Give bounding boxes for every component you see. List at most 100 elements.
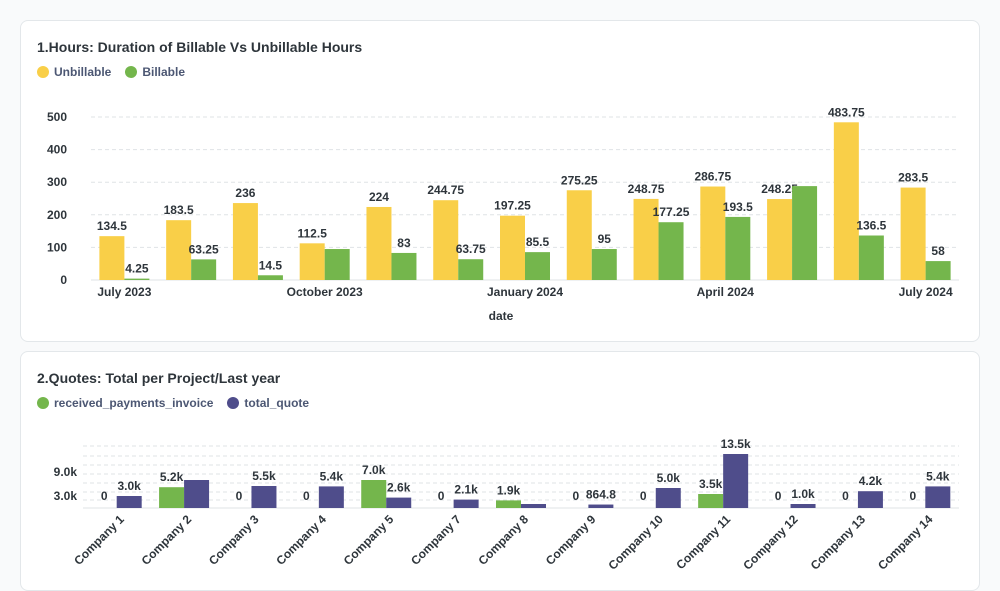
bar-unbillable[interactable] <box>232 203 258 280</box>
bar-billable[interactable] <box>858 235 884 280</box>
bar-billable[interactable] <box>658 222 684 280</box>
data-label-received-payments: 0 <box>101 489 108 503</box>
bar-billable[interactable] <box>257 275 283 280</box>
bar-billable[interactable] <box>725 216 751 280</box>
bar-received-payments[interactable] <box>159 487 185 508</box>
hours-chart-card: 1.Hours: Duration of Billable Vs Unbilla… <box>20 20 980 342</box>
data-label-total-quote: 5.4k <box>926 469 950 483</box>
bar-total-quote[interactable] <box>790 504 816 508</box>
data-label-total-quote: 2.1k <box>454 483 478 497</box>
bar-total-quote[interactable] <box>857 491 883 508</box>
x-tick-label: Company 13 <box>808 512 869 573</box>
bar-total-quote[interactable] <box>318 486 344 508</box>
bar-billable[interactable] <box>792 186 818 280</box>
bar-total-quote[interactable] <box>116 496 142 508</box>
bar-unbillable[interactable] <box>500 215 525 280</box>
data-label-received-payments: 0 <box>573 489 580 503</box>
x-tick-label: Company 8 <box>475 512 531 568</box>
legend-received-payments[interactable]: received_payments_invoice <box>37 396 213 410</box>
x-tick-label: Company 4 <box>273 512 329 568</box>
x-tick-label: October 2023 <box>287 285 363 299</box>
data-label-unbillable: 286.75 <box>694 170 731 184</box>
bar-billable[interactable] <box>124 278 150 280</box>
legend-label-unbillable: Unbillable <box>54 65 112 79</box>
bar-billable[interactable] <box>324 249 350 280</box>
data-label-unbillable: 183.5 <box>164 203 194 217</box>
bar-billable[interactable] <box>191 259 217 280</box>
x-tick-label: Company 7 <box>408 512 464 568</box>
data-label-unbillable: 248.75 <box>628 182 665 196</box>
bar-total-quote[interactable] <box>251 486 277 508</box>
x-tick-label: January 2024 <box>487 285 563 299</box>
bar-billable[interactable] <box>458 259 484 280</box>
x-tick-label: July 2023 <box>97 285 151 299</box>
data-label-unbillable: 112.5 <box>298 226 328 240</box>
bar-received-payments[interactable] <box>361 480 387 508</box>
data-label-unbillable: 224 <box>369 190 389 204</box>
hours-chart-plot: 0 100 200 300 400 500 134.5 4.25 183.5 63.25 236 14… <box>47 105 959 323</box>
legend-total-quote[interactable]: total_quote <box>227 396 309 410</box>
bar-billable[interactable] <box>925 261 951 280</box>
data-label-billable: 177.25 <box>653 205 690 219</box>
bar-total-quote[interactable] <box>184 480 210 508</box>
bar-unbillable[interactable] <box>833 122 859 280</box>
quotes-chart-title[interactable]: 2.Quotes: Total per Project/Last year <box>37 370 281 386</box>
data-label-total-quote: 1.0k <box>791 487 815 501</box>
y-tick-label: 9.0k <box>54 465 78 479</box>
data-label-unbillable: 236 <box>235 186 255 200</box>
bar-received-payments[interactable] <box>496 500 521 508</box>
y-tick-label: 100 <box>47 240 67 254</box>
bar-total-quote[interactable] <box>655 488 681 508</box>
bar-total-quote[interactable] <box>453 499 479 508</box>
legend-dot-received-payments <box>37 397 49 409</box>
bar-unbillable[interactable] <box>99 236 125 280</box>
bar-unbillable[interactable] <box>700 186 726 280</box>
x-tick-label: Company 11 <box>673 512 733 572</box>
data-label-billable: 136.5 <box>856 219 886 233</box>
hours-chart-title[interactable]: 1.Hours: Duration of Billable Vs Unbilla… <box>37 39 363 55</box>
x-tick-label: April 2024 <box>697 285 755 299</box>
quotes-chart-card: 2.Quotes: Total per Project/Last year re… <box>20 351 980 591</box>
data-label-received-payments: 0 <box>842 489 849 503</box>
bar-unbillable[interactable] <box>767 199 793 280</box>
x-tick-label: Company 1 <box>71 512 127 568</box>
y-tick-label: 500 <box>47 110 67 124</box>
x-tick-label: Company 2 <box>139 512 195 568</box>
bar-billable[interactable] <box>591 249 617 280</box>
bar-unbillable[interactable] <box>433 200 459 280</box>
bar-unbillable[interactable] <box>366 206 392 280</box>
data-label-billable: 14.5 <box>259 258 283 272</box>
legend-unbillable[interactable]: Unbillable <box>37 65 111 79</box>
bar-billable[interactable] <box>391 252 417 280</box>
bar-total-quote[interactable] <box>588 504 614 508</box>
x-tick-label: Company 9 <box>543 512 599 568</box>
x-tick-label: Company 12 <box>740 512 801 573</box>
bar-total-quote[interactable] <box>925 486 951 508</box>
x-tick-label: Company 5 <box>341 512 397 568</box>
data-label-billable: 63.25 <box>189 242 219 256</box>
data-label-total-quote: 3.0k <box>118 479 142 493</box>
data-label-received-payments: 5.2k <box>160 470 184 484</box>
legend-dot-total-quote <box>227 397 240 409</box>
data-label-unbillable: 483.75 <box>828 105 865 119</box>
x-tick-label: Company 3 <box>206 512 262 568</box>
bar-unbillable[interactable] <box>566 190 592 280</box>
bar-received-payments[interactable] <box>698 494 724 508</box>
bar-total-quote[interactable] <box>521 504 546 508</box>
hours-chart-legend: Unbillable Billable <box>37 65 185 79</box>
bar-total-quote[interactable] <box>723 454 749 508</box>
legend-billable[interactable]: Billable <box>125 65 185 79</box>
legend-dot-unbillable <box>37 66 49 78</box>
bar-unbillable[interactable] <box>299 243 325 280</box>
data-label-unbillable: 197.25 <box>494 199 531 213</box>
bar-unbillable[interactable] <box>633 198 659 280</box>
data-label-total-quote: 4.2k <box>859 474 883 488</box>
bar-unbillable[interactable] <box>900 187 926 280</box>
legend-label-received-payments: received_payments_invoice <box>54 396 214 410</box>
bar-billable[interactable] <box>525 252 550 280</box>
y-tick-label: 0 <box>60 273 67 287</box>
data-label-billable: 58 <box>931 244 945 258</box>
bar-total-quote[interactable] <box>386 497 412 508</box>
bar-unbillable[interactable] <box>166 220 192 280</box>
legend-dot-billable <box>125 66 138 78</box>
